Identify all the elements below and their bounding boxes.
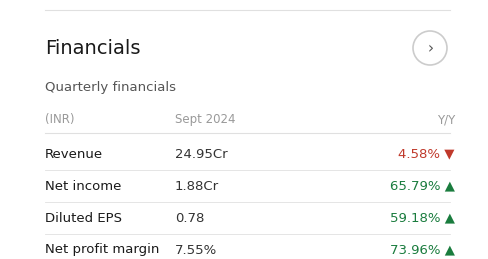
Text: Quarterly financials: Quarterly financials	[45, 82, 176, 95]
Text: 7.55%: 7.55%	[175, 243, 217, 256]
Text: 1.88Cr: 1.88Cr	[175, 179, 219, 192]
Text: Net income: Net income	[45, 179, 121, 192]
Text: 4.58% ▼: 4.58% ▼	[398, 147, 454, 161]
Text: ›: ›	[427, 41, 433, 56]
Text: Revenue: Revenue	[45, 147, 103, 161]
Text: Net profit margin: Net profit margin	[45, 243, 159, 256]
Text: (INR): (INR)	[45, 113, 74, 126]
Text: Y/Y: Y/Y	[436, 113, 454, 126]
Text: Sept 2024: Sept 2024	[175, 113, 235, 126]
Text: 65.79% ▲: 65.79% ▲	[389, 179, 454, 192]
Text: 73.96% ▲: 73.96% ▲	[389, 243, 454, 256]
Text: 59.18% ▲: 59.18% ▲	[389, 212, 454, 225]
Text: Financials: Financials	[45, 39, 140, 57]
Text: Diluted EPS: Diluted EPS	[45, 212, 122, 225]
Text: 24.95Cr: 24.95Cr	[175, 147, 227, 161]
Text: 0.78: 0.78	[175, 212, 204, 225]
